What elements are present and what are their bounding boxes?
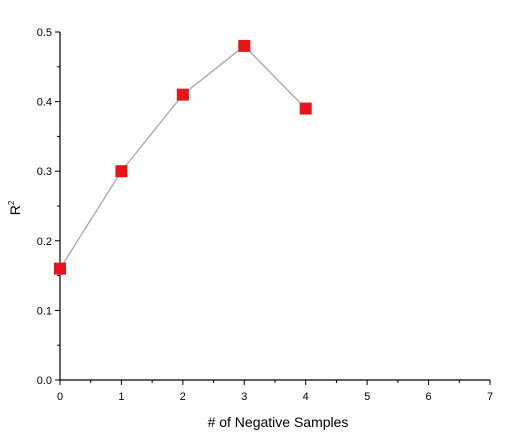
y-tick-label: 0.0 xyxy=(37,375,52,387)
x-ticks: 0 1 2 3 4 5 6 7 xyxy=(57,380,493,403)
x-tick-label: 0 xyxy=(57,391,63,403)
x-tick-label: 2 xyxy=(180,391,186,403)
x-tick-label: 5 xyxy=(364,391,370,403)
y-axis-title-base: R xyxy=(7,205,23,215)
y-tick-label: 0.2 xyxy=(37,236,52,248)
x-tick-label: 1 xyxy=(118,391,124,403)
x-tick-label: 6 xyxy=(426,391,432,403)
data-point-marker xyxy=(115,165,128,178)
series xyxy=(54,39,312,275)
y-axis-title-superscript: 2 xyxy=(7,200,16,205)
data-point-marker xyxy=(238,39,251,52)
y-tick-label: 0.1 xyxy=(37,305,52,317)
data-point-marker xyxy=(299,102,312,115)
y-tick-label: 0.3 xyxy=(37,166,52,178)
y-tick-label: 0.5 xyxy=(37,27,52,39)
x-tick-label: 7 xyxy=(487,391,493,403)
y-tick-label: 0.4 xyxy=(37,97,52,109)
x-tick-label: 3 xyxy=(241,391,247,403)
x-tick-label: 4 xyxy=(303,391,309,403)
y-axis-title: R2 xyxy=(7,200,23,215)
series-line xyxy=(59,45,307,269)
data-point-marker xyxy=(176,88,189,101)
axes xyxy=(59,32,490,381)
x-axis-title: # of Negative Samples xyxy=(208,414,349,430)
data-point-marker xyxy=(54,262,66,275)
y-ticks: 0.0 0.1 0.2 0.3 0.4 0.5 xyxy=(37,27,60,387)
